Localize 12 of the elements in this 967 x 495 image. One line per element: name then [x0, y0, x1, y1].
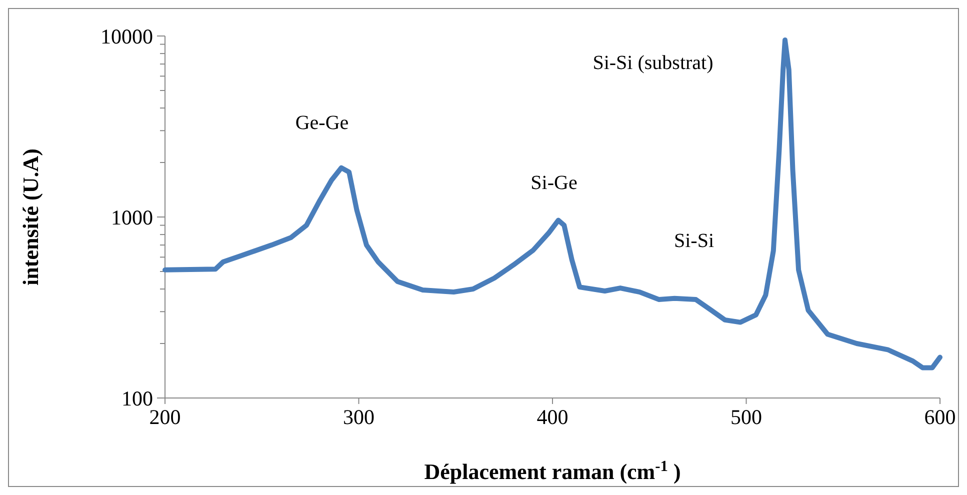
x-axis-title: Déplacement raman (cm$^{-1}$ ): [424, 458, 681, 484]
annotation: Si-Ge: [530, 172, 578, 194]
y-tick-label: 10000: [100, 24, 153, 48]
annotation: Ge-Ge: [295, 112, 349, 134]
annotation: Si-Si (substrat): [592, 52, 714, 74]
y-tick-label: 1000: [111, 205, 153, 230]
x-tick-label: 500: [730, 405, 762, 429]
annotation: Si-Si: [674, 230, 714, 252]
y-axis-title: intensité (U.A): [18, 148, 43, 286]
x-tick-label: 600: [924, 405, 956, 429]
x-tick-label: 300: [343, 405, 374, 429]
x-tick-label: 400: [536, 405, 568, 429]
